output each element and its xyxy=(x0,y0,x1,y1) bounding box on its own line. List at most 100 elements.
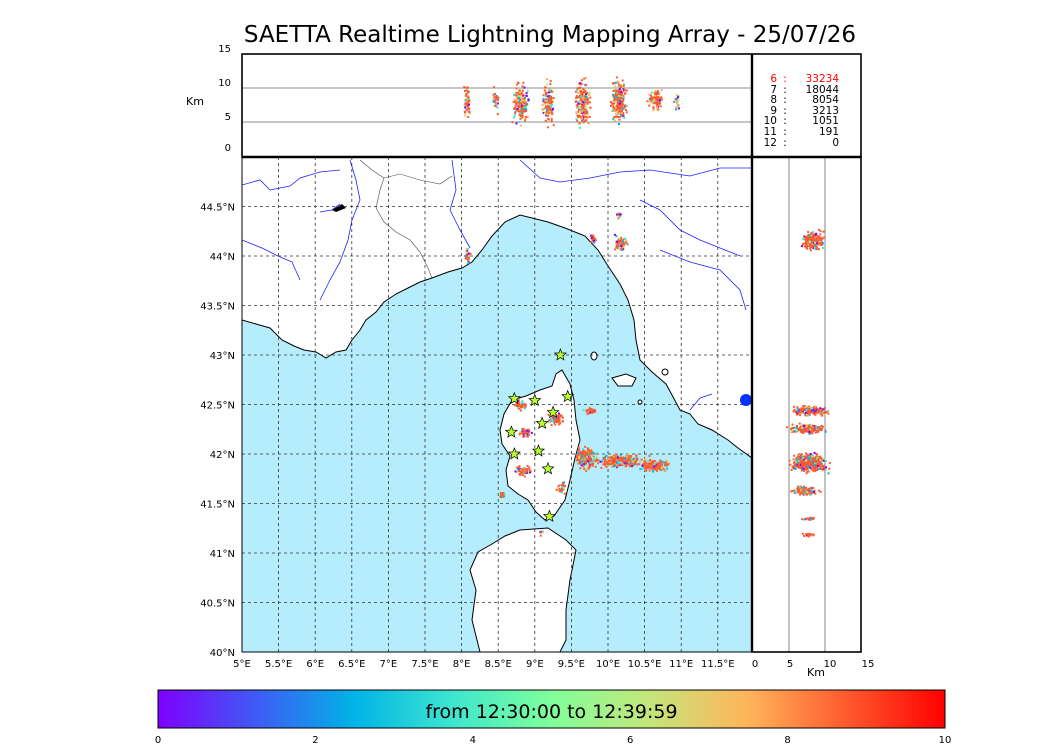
side-source-dot xyxy=(803,492,806,495)
lightning-source-dot xyxy=(586,452,589,454)
altitude-source-dot xyxy=(524,99,527,102)
lightning-source-dot xyxy=(622,456,625,459)
side-source-dot xyxy=(806,244,809,247)
lightning-source-dot xyxy=(517,401,520,404)
side-source-dot xyxy=(799,458,802,461)
altitude-source-dot xyxy=(466,105,469,108)
source-count: 3213 xyxy=(812,104,839,117)
lightning-source-dot xyxy=(658,464,661,467)
lightning-source-dot xyxy=(630,462,632,465)
lightning-source-dot xyxy=(514,470,517,473)
altitude-source-dot xyxy=(654,97,657,99)
side-tick-label: 15 xyxy=(862,659,875,670)
side-source-dot xyxy=(809,410,811,413)
altitude-source-dot xyxy=(611,109,614,112)
altitude-source-dot xyxy=(467,106,470,109)
side-source-dot xyxy=(804,468,807,471)
side-source-dot xyxy=(813,424,816,427)
side-source-dot xyxy=(819,427,822,430)
side-source-dot xyxy=(811,464,814,467)
lightning-source-dot xyxy=(562,488,565,491)
altitude-source-dot xyxy=(652,107,655,110)
altitude-source-dot xyxy=(577,108,580,111)
side-source-dot xyxy=(812,457,815,460)
side-source-dot xyxy=(812,429,815,432)
altitude-source-dot xyxy=(613,116,616,119)
side-source-dot xyxy=(818,461,821,464)
side-source-dot xyxy=(806,489,809,492)
altitude-source-dot xyxy=(542,98,545,100)
side-source-dot xyxy=(808,429,811,432)
lightning-source-dot xyxy=(516,467,519,470)
altitude-source-dot xyxy=(545,95,547,98)
altitude-source-dot xyxy=(547,111,550,114)
latitude-label: 40.5°N xyxy=(200,599,235,610)
lightning-source-dot xyxy=(622,242,625,244)
altitude-source-dot xyxy=(544,86,547,89)
lightning-source-dot xyxy=(630,458,633,461)
side-source-dot xyxy=(812,516,815,519)
altitude-source-dot xyxy=(552,107,555,110)
altitude-source-dot xyxy=(614,90,617,93)
lightning-source-dot xyxy=(523,475,526,478)
side-source-dot xyxy=(806,470,809,473)
side-source-dot xyxy=(811,242,814,244)
altitude-source-dot xyxy=(523,104,526,107)
side-source-dot xyxy=(808,517,811,520)
altitude-time-panel xyxy=(241,53,753,158)
longitude-labels: 5°E 5.5°E 6°E 6.5°E 7°E 7.5°E 8°E 8.5°E 9°E 9.5°E… xyxy=(233,659,734,670)
side-source-dot xyxy=(813,413,816,416)
side-source-dot xyxy=(816,431,819,434)
longitude-label: 5.5°E xyxy=(265,659,292,670)
lightning-source-dot xyxy=(631,456,634,459)
altitude-source-dot xyxy=(622,88,625,91)
lightning-source-dot xyxy=(559,488,562,491)
lightning-source-dot xyxy=(620,236,623,239)
lightning-source-dot xyxy=(624,239,627,242)
lightning-source-dot xyxy=(632,457,635,460)
side-source-dot xyxy=(800,425,803,428)
side-source-dot xyxy=(797,485,800,488)
side-source-dot xyxy=(805,408,808,411)
altitude-labels: 0 5 10 15 xyxy=(218,44,231,154)
lightning-source-dot xyxy=(613,464,616,467)
altitude-source-dot xyxy=(466,86,469,89)
side-source-dot xyxy=(795,410,797,413)
side-source-dot xyxy=(801,518,804,521)
altitude-source-dot xyxy=(515,109,518,112)
altitude-source-dot xyxy=(581,91,584,94)
lightning-source-dot xyxy=(583,467,586,470)
colorbar-tick-label: 0 xyxy=(155,735,161,746)
altitude-source-dot xyxy=(581,107,584,110)
sardinia-island xyxy=(469,527,577,652)
altitude-source-dot xyxy=(625,104,628,107)
lightning-source-dot xyxy=(561,420,564,423)
lightning-source-dot xyxy=(561,416,564,419)
side-source-dot xyxy=(797,411,800,414)
lightning-source-dot xyxy=(628,461,631,464)
side-source-dot xyxy=(793,464,796,467)
side-source-dot xyxy=(804,518,807,521)
altitude-source-dot xyxy=(577,100,580,103)
separator: : xyxy=(783,83,787,96)
lightning-sources-altitude xyxy=(463,76,680,129)
side-source-dot xyxy=(809,247,811,250)
side-source-dot xyxy=(806,430,809,433)
side-source-dot xyxy=(808,432,811,435)
side-source-dot xyxy=(806,247,808,250)
altitude-source-dot xyxy=(581,93,584,95)
side-source-dot xyxy=(799,427,801,429)
lightning-source-dot xyxy=(602,463,605,466)
lightning-source-dot xyxy=(604,458,607,461)
side-source-dot xyxy=(811,426,813,428)
altitude-count-row: 7: 18044 xyxy=(755,83,860,96)
side-source-dot xyxy=(803,535,805,537)
longitude-label: 9.5°E xyxy=(558,659,585,670)
lightning-source-dot xyxy=(651,461,654,464)
lightning-source-dot xyxy=(464,255,467,257)
altitude-source-dot xyxy=(518,95,521,98)
lightning-source-dot xyxy=(582,452,585,455)
altitude-source-dot xyxy=(654,98,657,101)
side-source-dot xyxy=(799,461,801,464)
side-source-dot xyxy=(805,489,808,492)
